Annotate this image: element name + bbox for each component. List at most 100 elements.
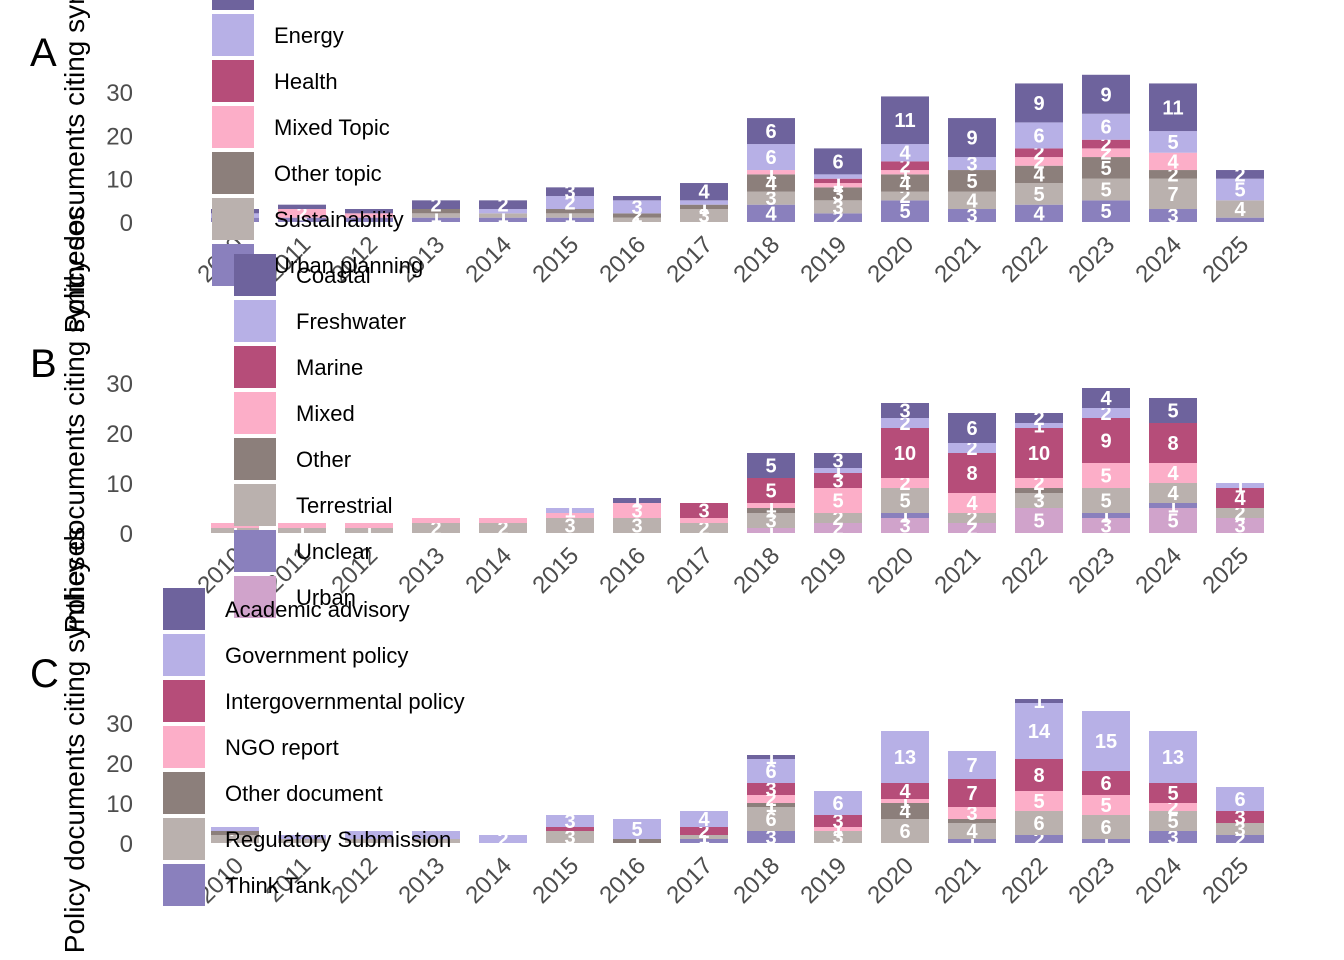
- x-tick-label: 2015: [527, 852, 584, 909]
- bar-value-label: 1: [1033, 416, 1044, 438]
- bar-value-label: 1: [1234, 476, 1245, 498]
- bar-value-label: 1: [698, 831, 709, 853]
- bar-segment: [1149, 508, 1197, 533]
- bar-value-label: 11: [894, 110, 915, 132]
- bar-segment: [546, 518, 594, 533]
- bar-value-label: 8: [1167, 433, 1178, 455]
- y-tick-label: 10: [106, 471, 133, 498]
- bar-segment: [412, 839, 460, 843]
- bar-value-label: 3: [832, 811, 843, 833]
- bar-segment: [613, 839, 661, 843]
- bar-segment: [747, 513, 795, 528]
- bar-value-label: 5: [1100, 158, 1111, 180]
- bar-value-label: 1: [832, 819, 843, 841]
- bar-segment: [881, 191, 929, 201]
- bar-value-label: 2: [229, 829, 240, 851]
- bar-segment: [1149, 731, 1197, 783]
- bar-segment: [814, 213, 862, 222]
- bar-segment: [881, 403, 929, 418]
- bar-value-label: 3: [1234, 516, 1245, 538]
- bar-segment: [1149, 178, 1197, 210]
- bar-segment: [747, 453, 795, 478]
- bar-value-label: 6: [899, 821, 910, 843]
- bar-value-label: 4: [765, 173, 777, 195]
- bar-value-label: 2: [899, 473, 910, 495]
- bar-segment: [1149, 803, 1197, 811]
- legend-label: Think Tank: [225, 873, 332, 898]
- x-tick-label: 2021: [929, 231, 986, 288]
- bar-segment: [278, 209, 326, 218]
- x-tick-label: 2022: [996, 852, 1053, 909]
- bar-segment: [1216, 483, 1264, 488]
- bar-value-label: 1: [564, 501, 575, 523]
- x-tick-label: 2021: [929, 852, 986, 909]
- x-tick-label: 2014: [460, 231, 517, 288]
- bar-segment: [881, 161, 929, 171]
- x-tick-label: 2020: [862, 231, 919, 288]
- bar-value-label: 5: [1167, 511, 1178, 533]
- bar-segment: [1082, 388, 1130, 408]
- bar-value-label: 2: [899, 156, 910, 178]
- bar-segment: [881, 170, 929, 175]
- bar-segment: [479, 217, 527, 222]
- x-tick-label: 2020: [862, 542, 919, 599]
- legend-swatch: [163, 588, 205, 630]
- bar-value-label: 1: [765, 496, 776, 518]
- bar-segment: [814, 178, 862, 184]
- bar-value-label: 3: [899, 516, 910, 538]
- bar-segment: [680, 183, 728, 201]
- bar-value-label: 5: [1100, 180, 1111, 202]
- bar-segment: [1015, 413, 1063, 423]
- x-tick-label: 2024: [1130, 852, 1187, 909]
- bar-value-label: 9: [1033, 93, 1044, 115]
- bar-value-label: 4: [966, 493, 978, 515]
- y-tick-label: 10: [106, 791, 133, 818]
- bar-segment: [1015, 703, 1063, 759]
- bar-segment: [1149, 170, 1197, 179]
- bar-value-label: 9: [966, 128, 977, 150]
- bar-value-label: 2: [832, 508, 843, 530]
- bar-value-label: 1: [832, 461, 843, 483]
- bar-segment: [613, 498, 661, 503]
- legend-swatch: [163, 726, 205, 768]
- bar-segment: [948, 779, 996, 807]
- bar-value-label: 4: [899, 143, 911, 165]
- bar-segment: [1015, 478, 1063, 488]
- bar-value-label: 6: [765, 147, 776, 169]
- bar-segment: [412, 200, 460, 210]
- bar-segment: [1015, 811, 1063, 835]
- bar-value-label: 4: [765, 203, 777, 225]
- bar-segment: [1216, 787, 1264, 811]
- bar-value-label: 3: [698, 501, 709, 523]
- legend-swatch: [234, 530, 276, 572]
- bar-segment: [546, 217, 594, 222]
- bar-segment: [814, 513, 862, 523]
- panel-a: A Policy documents citing syntheses 0 10 20 3…: [30, 0, 1264, 333]
- legend-swatch: [212, 152, 254, 194]
- legend-label: Other: [296, 447, 351, 472]
- bar-value-label: 5: [1100, 466, 1111, 488]
- bar-segment: [1082, 463, 1130, 488]
- bar-segment: [1149, 83, 1197, 132]
- bar-value-label: 5: [631, 819, 642, 841]
- legend-swatch: [212, 106, 254, 148]
- bar-segment: [948, 807, 996, 819]
- bar-segment: [680, 523, 728, 533]
- bar-segment: [881, 783, 929, 799]
- bar-segment: [211, 827, 259, 831]
- bar-segment: [1082, 139, 1130, 149]
- bar-segment: [948, 413, 996, 443]
- bar-value-label: 2: [1234, 164, 1245, 186]
- bar-value-label: 1: [631, 831, 642, 853]
- bar-value-label: 1: [832, 171, 843, 193]
- bar-segment: [881, 731, 929, 783]
- bar-segment: [345, 528, 393, 533]
- bar-segment: [1015, 122, 1063, 149]
- bar-value-label: 7: [1167, 184, 1178, 206]
- bar-segment: [1015, 428, 1063, 478]
- bar-segment: [1082, 200, 1130, 222]
- x-tick-label: 2025: [1197, 852, 1254, 909]
- legend-label: Government policy: [225, 643, 408, 668]
- bar-value-label: 1: [1100, 506, 1111, 528]
- bar-value-label: 2: [497, 518, 508, 540]
